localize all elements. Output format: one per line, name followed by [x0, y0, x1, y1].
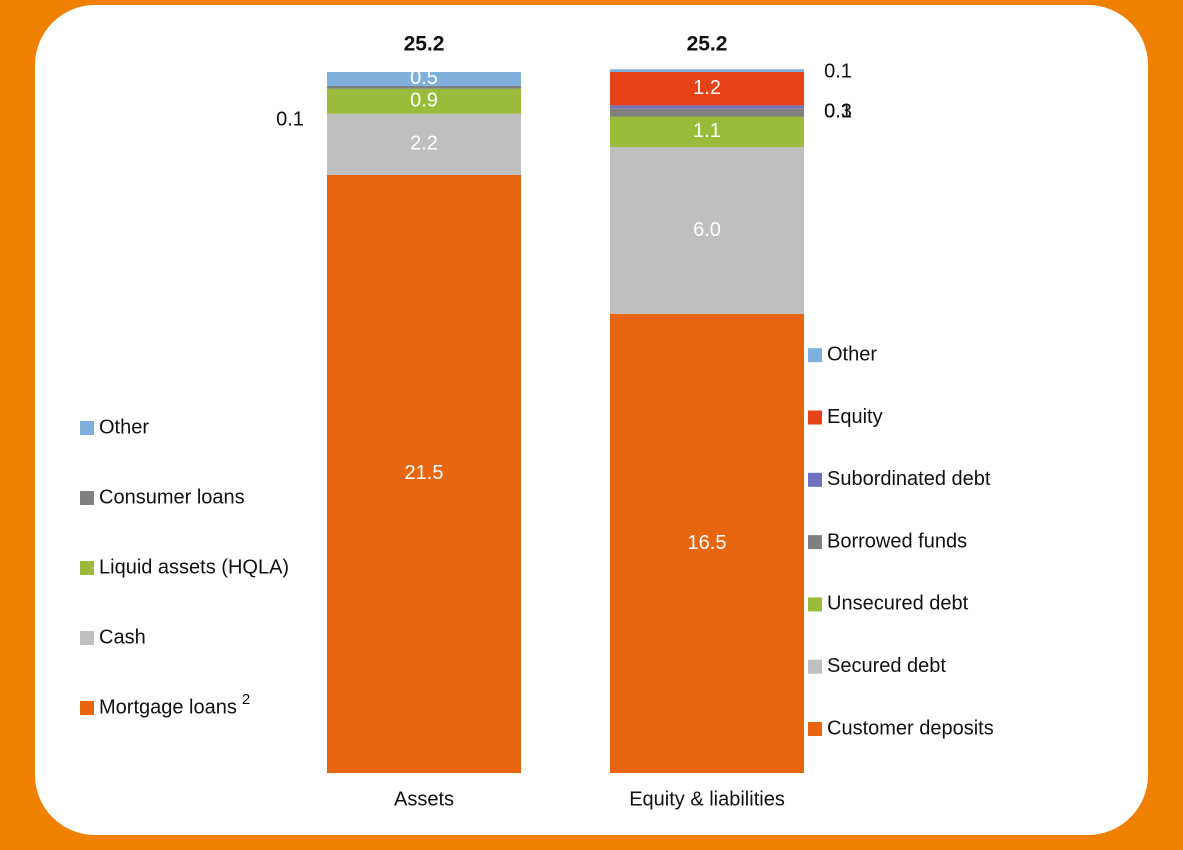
legend-swatch: [808, 535, 822, 550]
legend-swatch: [80, 701, 94, 715]
total-label: 25.2: [687, 33, 728, 56]
bar-segment: [610, 314, 804, 773]
value-label: 0.3: [824, 100, 852, 122]
value-label: 0.5: [410, 67, 438, 89]
legend-swatch: [808, 348, 822, 363]
legend-label: Secured debt: [827, 655, 946, 677]
bar-segment: [610, 72, 804, 106]
category-label: Assets: [394, 788, 454, 810]
legend-swatch: [80, 491, 94, 505]
value-label: 0.1: [824, 100, 852, 122]
bar-segment: [327, 174, 521, 773]
legend-swatch: [80, 561, 94, 575]
bar-segment: [610, 116, 804, 148]
value-label: 0.1: [276, 108, 304, 130]
bar-segment: [610, 147, 804, 315]
value-label: 0.1: [824, 60, 852, 82]
bar-segment: [327, 72, 521, 86]
legend-label: Mortgage loans 2: [99, 691, 250, 718]
bar-segment: [327, 113, 521, 175]
bar-segment: [610, 69, 804, 72]
bar-segment: [610, 105, 804, 109]
bar-segment: [327, 85, 521, 89]
legend-label: Customer deposits: [827, 717, 994, 739]
total-label: 25.2: [404, 33, 445, 56]
legend-label: Liquid assets (HQLA): [99, 556, 289, 578]
legend-label: Cash: [99, 626, 146, 648]
legend-swatch: [808, 410, 822, 425]
legend-swatch: [808, 722, 822, 736]
panel: [35, 5, 1148, 835]
legend-label: Equity: [827, 406, 883, 428]
value-label: 21.5: [405, 462, 444, 484]
bar-segment: [610, 108, 804, 117]
value-label: 6.0: [693, 219, 721, 241]
category-label: Equity & liabilities: [629, 788, 785, 810]
legend-label: Unsecured debt: [827, 593, 969, 615]
legend-label: Other: [99, 416, 149, 438]
legend-label: Consumer loans: [99, 486, 245, 508]
value-label: 1.2: [693, 77, 721, 99]
legend-swatch: [808, 659, 822, 674]
legend-footnote: 2: [242, 691, 250, 708]
legend-label: Subordinated debt: [827, 468, 991, 490]
legend-label: Borrowed funds: [827, 530, 967, 552]
legend-label: Other: [827, 343, 877, 365]
value-label: 16.5: [688, 532, 727, 554]
legend-swatch: [80, 421, 94, 435]
value-label: 2.2: [410, 133, 438, 155]
legend-swatch: [808, 597, 822, 612]
bar-segment: [327, 88, 521, 114]
value-label: 1.1: [693, 120, 721, 142]
value-label: 0.9: [410, 89, 438, 111]
legend-swatch: [80, 631, 94, 645]
legend-swatch: [808, 472, 822, 487]
